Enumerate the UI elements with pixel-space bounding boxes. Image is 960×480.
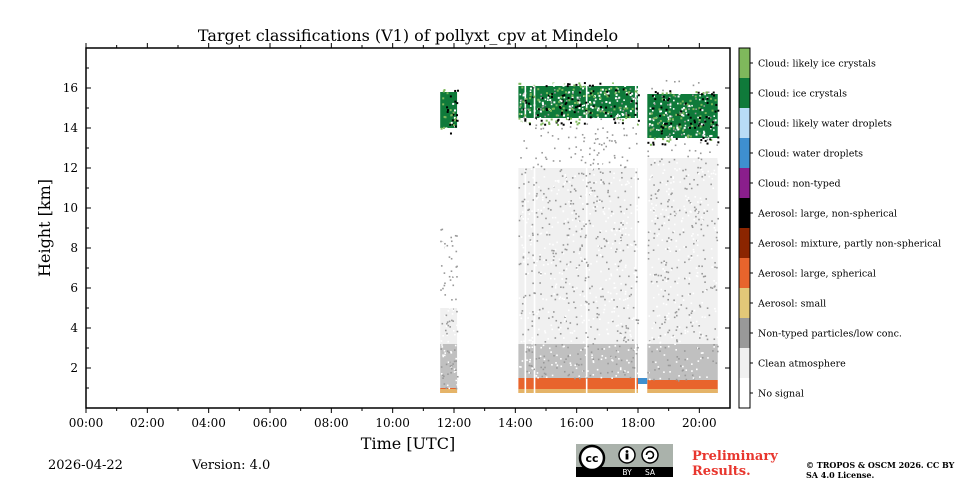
colorbar-swatch [739, 48, 750, 78]
colorbar-swatch [739, 318, 750, 348]
x-tick-label: 08:00 [314, 416, 349, 430]
clean-atmosphere-region [647, 158, 718, 380]
colorbar-swatch [739, 198, 750, 228]
x-tick-label: 20:00 [682, 416, 717, 430]
x-tick-label: 14:00 [498, 416, 533, 430]
colorbar-label: Aerosol: small [757, 299, 826, 310]
y-axis: 2 4 6 8 10 12 14 16 [63, 67, 730, 389]
y-tick-label: 14 [63, 121, 79, 135]
footer-date: 2026-04-22 [48, 458, 123, 473]
colorbar-legend: No signal Clean atmosphere Non-typed parti… [738, 47, 941, 409]
colorbar-swatch [739, 228, 750, 258]
colorbar-label: Aerosol: large, non-spherical [757, 209, 897, 220]
no-signal-gap [638, 48, 648, 408]
no-signal-gap [533, 48, 536, 408]
y-tick-label: 6 [70, 281, 78, 295]
x-tick-label: 06:00 [253, 416, 288, 430]
cc-icon [578, 444, 606, 472]
colorbar-label: Cloud: likely ice crystals [758, 59, 876, 70]
preliminary-results-note: Preliminary Results. [692, 449, 778, 479]
colorbar-swatch [739, 78, 750, 108]
y-tick-label: 8 [70, 241, 78, 255]
x-tick-label: 04:00 [191, 416, 226, 430]
colorbar-label: Clean atmosphere [758, 359, 846, 370]
colorbar-label: Cloud: likely water droplets [758, 119, 892, 130]
y-tick-label: 10 [63, 201, 78, 215]
no-signal-gap [524, 48, 527, 408]
x-tick-label: 18:00 [621, 416, 656, 430]
colorbar-swatch [739, 108, 750, 138]
cloud-water-patch [638, 378, 648, 384]
x-axis-label: Time [UTC] [361, 434, 455, 453]
noise-speckle [440, 78, 720, 390]
low-conc-region [518, 344, 638, 378]
colorbar-swatch [739, 138, 750, 168]
colorbar-label: Cloud: ice crystals [758, 89, 847, 100]
by-label: BY [622, 468, 632, 477]
colorbar-label: Cloud: water droplets [758, 149, 863, 160]
no-signal-gap [634, 48, 637, 408]
y-tick-label: 2 [70, 361, 78, 375]
colorbar-label: No signal [758, 389, 804, 400]
aerosol-small-layer [440, 389, 458, 393]
colorbar-label: Aerosol: large, spherical [757, 269, 876, 280]
colorbar-label: Aerosol: mixture, partly non-spherical [757, 239, 941, 250]
x-axis: 00:00 02:00 04:00 06:00 08:00 10:00 12:00 14:00… [69, 43, 717, 430]
y-tick-label: 12 [63, 161, 78, 175]
colorbar-swatch [739, 258, 750, 288]
aerosol-small-layer [518, 389, 638, 393]
cc-by-sa-badge: cc BY SA [576, 444, 673, 477]
colorbar-swatch [739, 378, 750, 408]
sa-share-icon [641, 446, 659, 464]
copyright-notice: © TROPOS & OSCM 2026. CC BY SA 4.0 Licen… [806, 460, 955, 480]
classification-segments [440, 48, 718, 408]
x-tick-label: 12:00 [437, 416, 472, 430]
aerosol-small-layer [647, 389, 718, 393]
footer-version: Version: 4.0 [192, 458, 271, 473]
colorbar-label: Cloud: non-typed [758, 179, 841, 190]
cc-text: cc [585, 452, 598, 465]
chart-title: Target classifications (V1) of pollyxt_c… [198, 26, 618, 45]
colorbar-swatch [739, 168, 750, 198]
colorbar-swatch [739, 348, 750, 378]
colorbar-frame [738, 47, 751, 409]
y-axis-label: Height [km] [35, 179, 54, 277]
y-tick-label: 4 [70, 321, 78, 335]
sa-label: SA [645, 468, 656, 477]
x-tick-label: 16:00 [559, 416, 594, 430]
low-conc-region [647, 344, 718, 380]
no-signal-gap [585, 48, 588, 408]
colorbar-swatch [739, 288, 750, 318]
plot-area [440, 48, 720, 408]
x-tick-label: 02:00 [130, 416, 165, 430]
y-tick-label: 16 [63, 81, 78, 95]
x-tick-label: 00:00 [69, 416, 104, 430]
x-tick-label: 10:00 [375, 416, 410, 430]
colorbar-label: Non-typed particles/low conc. [758, 329, 902, 340]
